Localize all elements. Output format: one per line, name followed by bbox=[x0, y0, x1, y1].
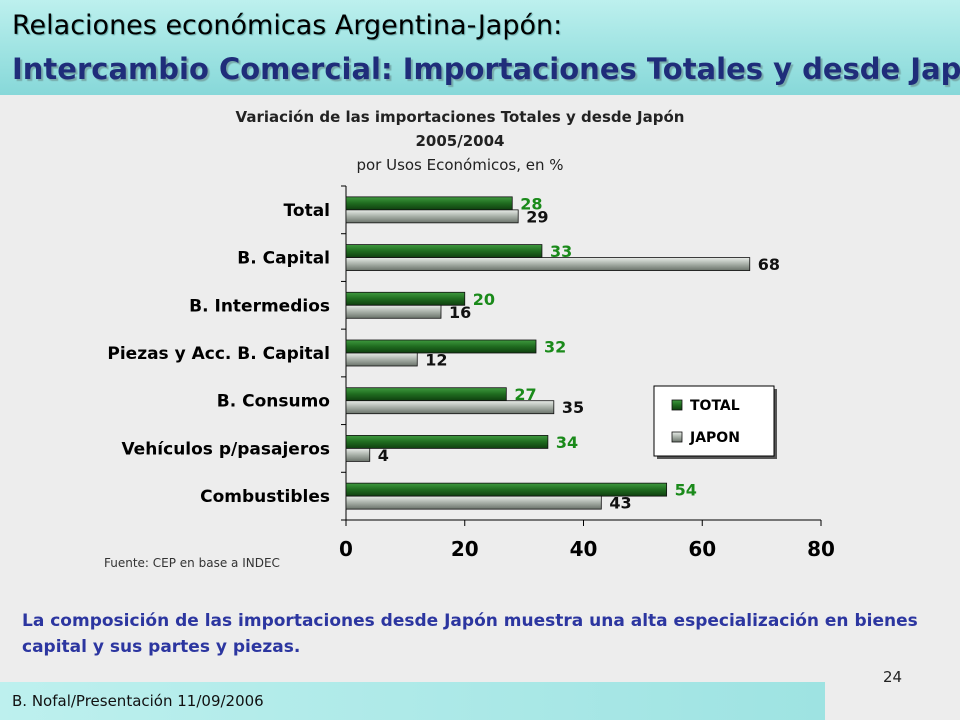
chart-title: Variación de las importaciones Totales y… bbox=[235, 108, 685, 126]
category-label: Vehículos p/pasajeros bbox=[121, 439, 330, 459]
data-label: 54 bbox=[675, 481, 697, 500]
data-label: 12 bbox=[425, 351, 447, 370]
bar-japon bbox=[345, 304, 442, 319]
data-label: 27 bbox=[514, 385, 536, 404]
bar-total bbox=[345, 291, 466, 306]
bar-japon bbox=[345, 209, 519, 224]
legend-label: TOTAL bbox=[690, 398, 740, 414]
category-label: Combustibles bbox=[200, 487, 330, 507]
data-label: 28 bbox=[520, 194, 542, 213]
data-label: 20 bbox=[473, 290, 495, 309]
legend-swatch-total bbox=[671, 399, 683, 411]
data-label: 4 bbox=[378, 446, 389, 465]
footer-bar: B. Nofal/Presentación 11/09/2006 bbox=[0, 682, 825, 720]
category-label: Piezas y Acc. B. Capital bbox=[107, 344, 330, 364]
bar-total bbox=[345, 339, 537, 354]
data-label: 29 bbox=[526, 207, 548, 226]
category-label: B. Consumo bbox=[217, 392, 330, 412]
chart-source: Fuente: CEP en base a INDEC bbox=[104, 556, 280, 570]
bar-total bbox=[345, 387, 507, 402]
chart-subtitle: por Usos Económicos, en % bbox=[356, 156, 564, 174]
data-label: 33 bbox=[550, 242, 572, 261]
bar-total bbox=[345, 435, 549, 449]
data-label: 16 bbox=[449, 303, 471, 322]
legend-label: JAPON bbox=[689, 430, 740, 446]
chart-title-period: 2005/2004 bbox=[415, 132, 505, 150]
footer-text: B. Nofal/Presentación 11/09/2006 bbox=[12, 692, 264, 710]
category-label: B. Capital bbox=[237, 249, 330, 269]
x-tick-label: 20 bbox=[451, 537, 479, 561]
category-label: B. Intermedios bbox=[189, 296, 330, 316]
data-label: 35 bbox=[562, 398, 584, 417]
data-label: 43 bbox=[609, 494, 631, 513]
x-tick-label: 40 bbox=[570, 537, 598, 561]
category-label: Total bbox=[284, 201, 330, 221]
x-tick-label: 60 bbox=[688, 537, 716, 561]
x-tick-label: 0 bbox=[339, 537, 353, 561]
bar-japon bbox=[345, 448, 371, 462]
data-label: 34 bbox=[556, 433, 578, 452]
data-label: 32 bbox=[544, 338, 566, 357]
title-banner: Relaciones económicas Argentina-Japón: I… bbox=[0, 0, 960, 95]
slide-title: Relaciones económicas Argentina-Japón: bbox=[12, 10, 563, 41]
slide-subtitle: Intercambio Comercial: Importaciones Tot… bbox=[12, 52, 960, 86]
page-number: 24 bbox=[883, 668, 903, 686]
bar-japon bbox=[345, 400, 555, 415]
bar-japon bbox=[345, 257, 751, 271]
x-tick-label: 80 bbox=[807, 537, 835, 561]
legend-box bbox=[653, 385, 775, 457]
bar-total bbox=[345, 244, 543, 258]
data-label: 68 bbox=[758, 255, 780, 274]
bar-total bbox=[345, 196, 513, 211]
bar-japon bbox=[345, 495, 602, 510]
conclusion-text: La composición de las importaciones desd… bbox=[22, 611, 918, 657]
legend-swatch-japon bbox=[671, 431, 683, 443]
bar-japon bbox=[345, 352, 418, 367]
